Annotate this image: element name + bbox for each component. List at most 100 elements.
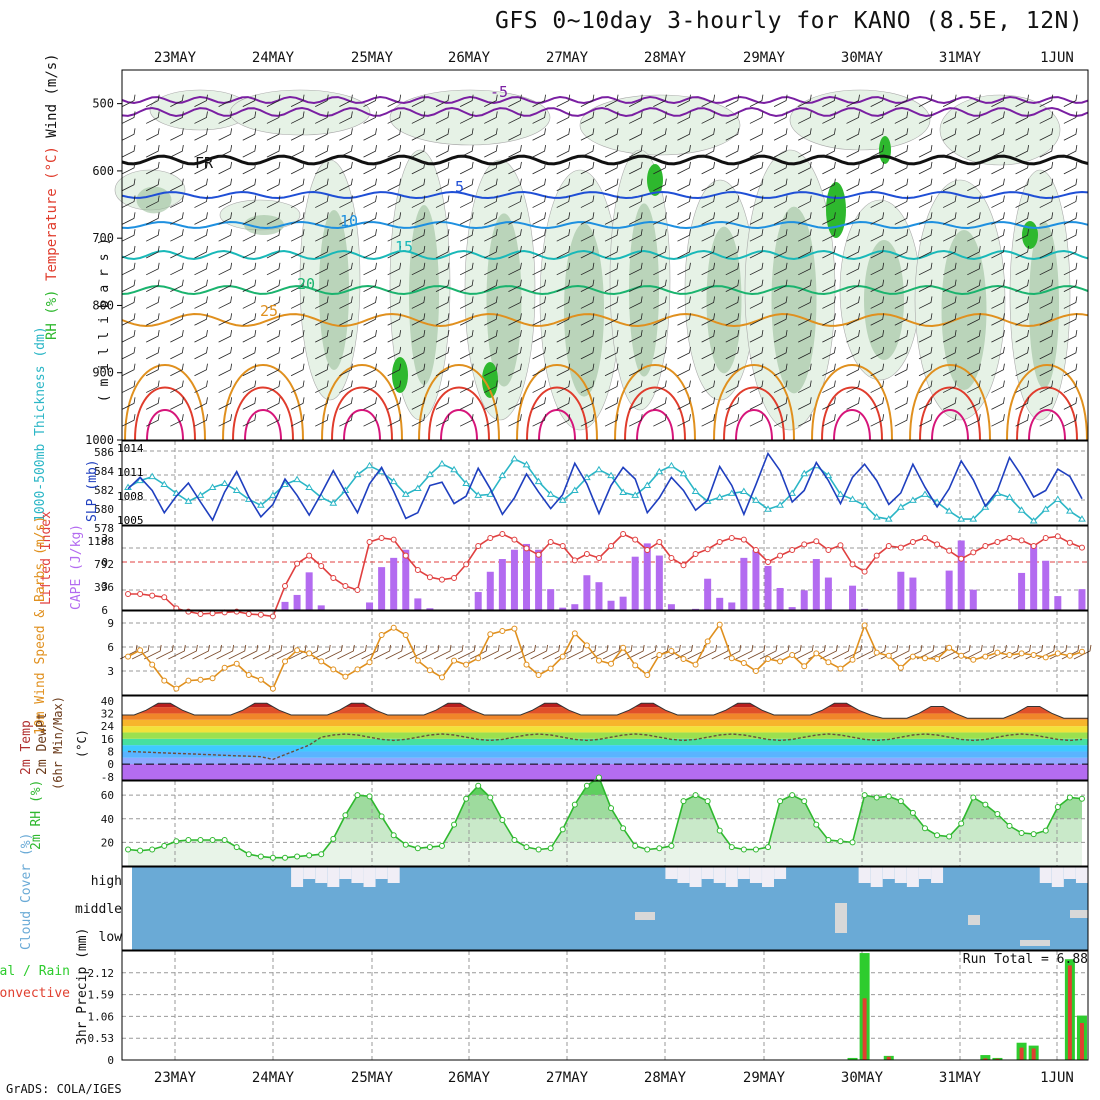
surface-isotherm-dome	[636, 409, 674, 441]
lifted-index-series-marker	[1018, 537, 1025, 544]
rh2m-series-marker	[849, 839, 856, 846]
thickness-ytick-label: 578	[94, 522, 114, 535]
wind-barb	[653, 128, 667, 141]
wind-barb	[266, 414, 281, 427]
wind-barb	[266, 262, 281, 276]
lifted-index-series-marker	[257, 611, 264, 618]
wind-barb	[822, 296, 836, 309]
wind-barb	[387, 229, 402, 242]
wind-barb	[170, 397, 184, 410]
cape-bar	[800, 590, 808, 610]
thickness-series-marker	[570, 486, 579, 493]
wind10m-series-marker	[728, 655, 735, 662]
wind-barb	[701, 296, 716, 309]
wind-barb	[701, 262, 716, 276]
cloud-clear-high	[762, 867, 775, 887]
wind-barb	[363, 414, 377, 427]
wind10m-series-marker	[704, 638, 711, 645]
cape-bar	[595, 582, 603, 610]
surface-isotherm-dome	[1016, 386, 1078, 441]
thickness-series-marker	[848, 495, 857, 502]
wind-barb	[532, 363, 546, 377]
rh-shade-mid	[706, 226, 742, 374]
thickness-series-marker	[389, 477, 398, 485]
wind-barb	[194, 346, 208, 360]
wind-barb	[218, 262, 233, 276]
wind-barb	[604, 128, 619, 141]
wind-barb	[967, 279, 981, 292]
wind-barb	[435, 229, 450, 242]
wind-barb	[266, 161, 281, 175]
rh2m-series-marker	[632, 842, 639, 849]
cape-bar	[655, 555, 663, 610]
wind-barb	[580, 128, 595, 141]
isotherm-minus5b	[121, 106, 1089, 118]
rh2m-series-marker	[1054, 803, 1061, 810]
rh2m-series-marker	[861, 792, 868, 799]
wind-barb	[556, 128, 571, 141]
wind-barb	[1015, 212, 1029, 225]
wind-barb	[170, 128, 184, 141]
wind-barb	[508, 296, 522, 309]
cape-bar	[716, 597, 724, 610]
lifted-index-series-marker	[487, 535, 494, 541]
thickness-series-marker	[921, 490, 929, 497]
wind10m-barb	[1073, 644, 1092, 660]
wind10m-series-marker	[414, 657, 421, 664]
wind-barb	[846, 161, 860, 175]
wind-barb	[146, 330, 160, 343]
precip-conv-bar	[1067, 965, 1072, 1060]
wind-barb	[435, 145, 450, 158]
wind-barb	[290, 245, 305, 259]
rh2m-series-marker	[1018, 829, 1025, 836]
surface-isotherm-dome	[418, 364, 500, 441]
isotherm-10	[121, 220, 1089, 230]
wind10m-barb	[494, 644, 512, 660]
wind-barb	[822, 363, 836, 377]
lifted-index-series-marker	[366, 539, 373, 545]
wind-barb	[146, 245, 160, 259]
wind-barb	[290, 346, 305, 360]
wind-barb	[556, 94, 571, 107]
wind-barb	[1015, 414, 1029, 427]
wind-barb	[484, 178, 498, 192]
lifted-index-series-marker	[245, 611, 252, 617]
lifted-index-series-marker	[740, 536, 747, 543]
wind-barb	[532, 262, 546, 276]
date-label-top: 28MAY	[644, 50, 687, 66]
wind-barb	[1015, 262, 1029, 276]
lifted-index-series-marker	[511, 536, 518, 543]
wind-barb	[121, 296, 136, 309]
wind-barb	[677, 128, 691, 141]
wind-barb	[435, 161, 450, 175]
wind-barb	[870, 346, 885, 360]
wind-barb	[242, 178, 257, 192]
wind-barb	[194, 296, 208, 309]
wind-barb	[266, 296, 281, 309]
wind-barb	[967, 397, 981, 410]
thickness-series-marker	[643, 481, 652, 489]
rh2m-series-marker	[366, 793, 373, 800]
wind-barb	[677, 195, 691, 208]
wind-barb	[266, 94, 281, 107]
wind-barb	[411, 161, 426, 175]
wind10m-barb	[143, 644, 162, 660]
wind10m-barb	[820, 644, 838, 660]
wind-barb	[459, 145, 474, 158]
wind-barb	[942, 414, 957, 427]
rh2m-series-marker	[523, 844, 530, 851]
slp-series	[127, 451, 1083, 522]
wind-barb	[315, 346, 329, 360]
wind10m-barb	[373, 644, 392, 660]
wind-barb	[749, 178, 764, 192]
wind-barb	[411, 111, 426, 124]
thickness-series-marker	[160, 480, 169, 488]
wind10m-series-marker	[982, 653, 989, 660]
wind-barb	[677, 296, 691, 309]
wind-barb	[290, 380, 305, 393]
wind-barb	[435, 296, 450, 309]
wind-barb	[604, 279, 619, 292]
wind-barb	[484, 313, 498, 326]
wind-barb	[411, 128, 426, 141]
temp-ylabel-3: (6hr Min/Max)	[51, 696, 65, 790]
